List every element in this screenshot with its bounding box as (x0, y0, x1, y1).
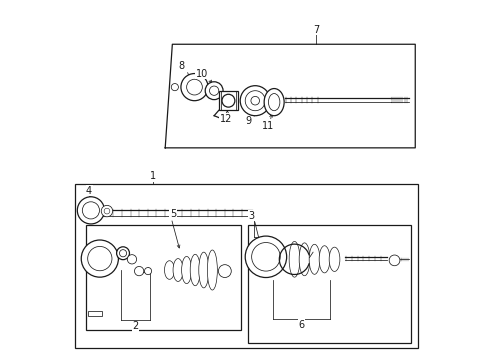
Text: 7: 7 (312, 25, 318, 35)
Circle shape (116, 247, 129, 260)
Circle shape (205, 82, 223, 100)
Ellipse shape (207, 250, 217, 290)
Circle shape (251, 243, 280, 271)
Text: 6: 6 (298, 320, 304, 330)
Ellipse shape (190, 254, 200, 286)
Text: 12: 12 (219, 113, 232, 123)
Text: 4: 4 (86, 186, 92, 196)
Text: 5: 5 (170, 209, 176, 219)
Text: 9: 9 (244, 116, 251, 126)
Circle shape (218, 265, 231, 278)
Circle shape (171, 84, 178, 91)
Circle shape (87, 247, 112, 271)
Circle shape (134, 266, 143, 276)
Circle shape (244, 236, 286, 278)
Text: 2: 2 (132, 321, 139, 332)
Circle shape (101, 205, 112, 217)
Ellipse shape (319, 246, 329, 273)
Circle shape (222, 94, 234, 107)
Ellipse shape (181, 256, 191, 284)
Bar (75, 184, 417, 348)
Bar (218, 91, 238, 111)
Ellipse shape (328, 247, 339, 271)
Circle shape (77, 197, 104, 224)
Text: 11: 11 (261, 121, 273, 131)
Text: 10: 10 (195, 68, 207, 78)
Circle shape (144, 267, 151, 275)
Ellipse shape (164, 261, 174, 279)
Circle shape (82, 202, 99, 219)
Bar (88, 311, 102, 316)
Ellipse shape (268, 94, 279, 111)
Circle shape (244, 91, 264, 111)
Text: 8: 8 (178, 61, 184, 71)
Circle shape (209, 86, 218, 95)
Text: 3: 3 (248, 211, 254, 221)
Circle shape (240, 86, 270, 116)
Ellipse shape (288, 242, 299, 277)
Circle shape (119, 249, 126, 257)
Circle shape (250, 96, 259, 105)
Circle shape (81, 240, 118, 277)
Circle shape (127, 255, 136, 264)
Ellipse shape (264, 89, 284, 116)
Circle shape (186, 79, 202, 95)
Bar (85, 225, 241, 330)
Circle shape (181, 73, 207, 101)
Circle shape (104, 208, 110, 214)
Ellipse shape (299, 243, 309, 276)
Circle shape (388, 255, 399, 266)
Text: 1: 1 (150, 171, 156, 181)
Ellipse shape (198, 252, 208, 288)
Bar (247, 225, 410, 342)
Ellipse shape (173, 258, 183, 282)
Ellipse shape (308, 244, 319, 274)
